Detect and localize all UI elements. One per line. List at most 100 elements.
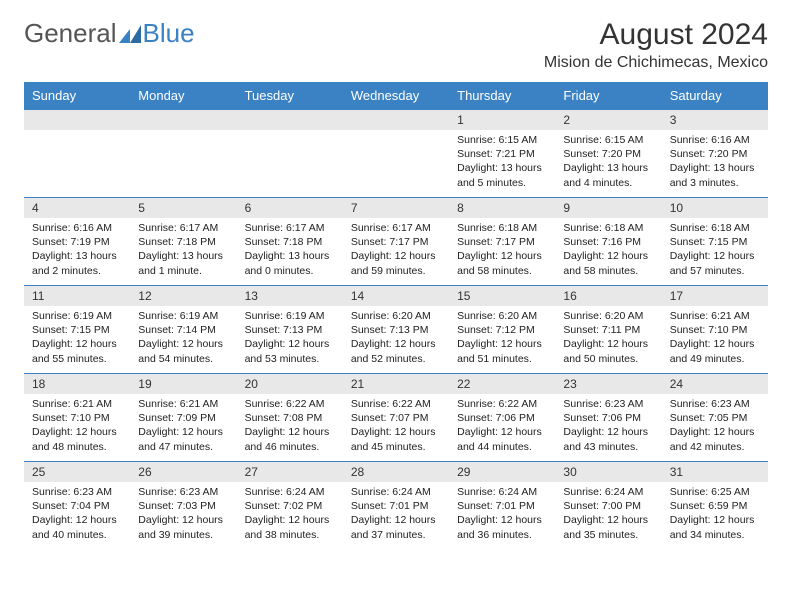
day-number: 3 (662, 110, 768, 130)
calendar-cell: 2Sunrise: 6:15 AMSunset: 7:20 PMDaylight… (555, 110, 661, 198)
day-details: Sunrise: 6:22 AMSunset: 7:07 PMDaylight:… (343, 394, 449, 458)
day-details: Sunrise: 6:18 AMSunset: 7:15 PMDaylight:… (662, 218, 768, 282)
sunset-text: Sunset: 7:09 PM (138, 411, 228, 425)
dayname-row: Sunday Monday Tuesday Wednesday Thursday… (24, 82, 768, 110)
header: General Blue August 2024 Mision de Chich… (24, 18, 768, 72)
sunrise-text: Sunrise: 6:24 AM (563, 485, 653, 499)
day-number: 21 (343, 374, 449, 394)
sunrise-text: Sunrise: 6:24 AM (457, 485, 547, 499)
calendar-cell: 28Sunrise: 6:24 AMSunset: 7:01 PMDayligh… (343, 462, 449, 550)
sunrise-text: Sunrise: 6:20 AM (351, 309, 441, 323)
day-details: Sunrise: 6:22 AMSunset: 7:08 PMDaylight:… (237, 394, 343, 458)
calendar-cell: 29Sunrise: 6:24 AMSunset: 7:01 PMDayligh… (449, 462, 555, 550)
dayname-sat: Saturday (662, 82, 768, 110)
daylight-text: Daylight: 12 hours and 47 minutes. (138, 425, 228, 453)
daylight-text: Daylight: 12 hours and 48 minutes. (32, 425, 122, 453)
day-details: Sunrise: 6:15 AMSunset: 7:20 PMDaylight:… (555, 130, 661, 194)
sunset-text: Sunset: 7:18 PM (245, 235, 335, 249)
day-details: Sunrise: 6:24 AMSunset: 7:01 PMDaylight:… (449, 482, 555, 546)
sunrise-text: Sunrise: 6:18 AM (670, 221, 760, 235)
day-number: 23 (555, 374, 661, 394)
sunrise-text: Sunrise: 6:20 AM (457, 309, 547, 323)
day-number-empty (130, 110, 236, 130)
calendar-cell: 22Sunrise: 6:22 AMSunset: 7:06 PMDayligh… (449, 374, 555, 462)
day-details: Sunrise: 6:23 AMSunset: 7:05 PMDaylight:… (662, 394, 768, 458)
dayname-wed: Wednesday (343, 82, 449, 110)
sunrise-text: Sunrise: 6:18 AM (457, 221, 547, 235)
sunset-text: Sunset: 7:17 PM (457, 235, 547, 249)
day-details: Sunrise: 6:20 AMSunset: 7:13 PMDaylight:… (343, 306, 449, 370)
sunrise-text: Sunrise: 6:19 AM (138, 309, 228, 323)
day-number: 19 (130, 374, 236, 394)
sunrise-text: Sunrise: 6:16 AM (32, 221, 122, 235)
sunset-text: Sunset: 7:01 PM (351, 499, 441, 513)
daylight-text: Daylight: 12 hours and 45 minutes. (351, 425, 441, 453)
day-details: Sunrise: 6:19 AMSunset: 7:13 PMDaylight:… (237, 306, 343, 370)
sunrise-text: Sunrise: 6:23 AM (670, 397, 760, 411)
calendar-week: 11Sunrise: 6:19 AMSunset: 7:15 PMDayligh… (24, 286, 768, 374)
day-details: Sunrise: 6:18 AMSunset: 7:16 PMDaylight:… (555, 218, 661, 282)
day-details: Sunrise: 6:16 AMSunset: 7:19 PMDaylight:… (24, 218, 130, 282)
day-details: Sunrise: 6:20 AMSunset: 7:11 PMDaylight:… (555, 306, 661, 370)
day-number: 2 (555, 110, 661, 130)
day-details: Sunrise: 6:25 AMSunset: 6:59 PMDaylight:… (662, 482, 768, 546)
title-block: August 2024 Mision de Chichimecas, Mexic… (544, 18, 768, 72)
day-number: 25 (24, 462, 130, 482)
day-details: Sunrise: 6:24 AMSunset: 7:02 PMDaylight:… (237, 482, 343, 546)
dayname-mon: Monday (130, 82, 236, 110)
sunrise-text: Sunrise: 6:17 AM (245, 221, 335, 235)
daylight-text: Daylight: 13 hours and 0 minutes. (245, 249, 335, 277)
sunset-text: Sunset: 7:01 PM (457, 499, 547, 513)
calendar-cell: 31Sunrise: 6:25 AMSunset: 6:59 PMDayligh… (662, 462, 768, 550)
calendar-cell: 18Sunrise: 6:21 AMSunset: 7:10 PMDayligh… (24, 374, 130, 462)
day-number: 5 (130, 198, 236, 218)
daylight-text: Daylight: 13 hours and 2 minutes. (32, 249, 122, 277)
calendar-cell: 6Sunrise: 6:17 AMSunset: 7:18 PMDaylight… (237, 198, 343, 286)
day-number: 30 (555, 462, 661, 482)
sunrise-text: Sunrise: 6:22 AM (245, 397, 335, 411)
sunset-text: Sunset: 7:02 PM (245, 499, 335, 513)
day-number: 29 (449, 462, 555, 482)
calendar-cell (130, 110, 236, 198)
daylight-text: Daylight: 13 hours and 5 minutes. (457, 161, 547, 189)
daylight-text: Daylight: 13 hours and 3 minutes. (670, 161, 760, 189)
calendar-cell: 5Sunrise: 6:17 AMSunset: 7:18 PMDaylight… (130, 198, 236, 286)
sunset-text: Sunset: 7:05 PM (670, 411, 760, 425)
sunrise-text: Sunrise: 6:25 AM (670, 485, 760, 499)
day-details: Sunrise: 6:16 AMSunset: 7:20 PMDaylight:… (662, 130, 768, 194)
calendar-cell: 3Sunrise: 6:16 AMSunset: 7:20 PMDaylight… (662, 110, 768, 198)
day-number-empty (237, 110, 343, 130)
sunrise-text: Sunrise: 6:23 AM (32, 485, 122, 499)
daylight-text: Daylight: 12 hours and 36 minutes. (457, 513, 547, 541)
sunset-text: Sunset: 7:10 PM (32, 411, 122, 425)
calendar-cell (343, 110, 449, 198)
sunset-text: Sunset: 7:03 PM (138, 499, 228, 513)
sunset-text: Sunset: 7:07 PM (351, 411, 441, 425)
calendar-cell: 12Sunrise: 6:19 AMSunset: 7:14 PMDayligh… (130, 286, 236, 374)
day-number: 9 (555, 198, 661, 218)
sunset-text: Sunset: 7:00 PM (563, 499, 653, 513)
location: Mision de Chichimecas, Mexico (544, 54, 768, 72)
calendar-cell: 9Sunrise: 6:18 AMSunset: 7:16 PMDaylight… (555, 198, 661, 286)
day-details: Sunrise: 6:24 AMSunset: 7:01 PMDaylight:… (343, 482, 449, 546)
calendar-table: Sunday Monday Tuesday Wednesday Thursday… (24, 82, 768, 550)
daylight-text: Daylight: 12 hours and 42 minutes. (670, 425, 760, 453)
day-number: 10 (662, 198, 768, 218)
sunrise-text: Sunrise: 6:17 AM (351, 221, 441, 235)
sunset-text: Sunset: 7:11 PM (563, 323, 653, 337)
daylight-text: Daylight: 12 hours and 49 minutes. (670, 337, 760, 365)
day-number-empty (343, 110, 449, 130)
sunrise-text: Sunrise: 6:19 AM (245, 309, 335, 323)
calendar-cell: 1Sunrise: 6:15 AMSunset: 7:21 PMDaylight… (449, 110, 555, 198)
day-number: 28 (343, 462, 449, 482)
sunrise-text: Sunrise: 6:19 AM (32, 309, 122, 323)
calendar-cell: 19Sunrise: 6:21 AMSunset: 7:09 PMDayligh… (130, 374, 236, 462)
daylight-text: Daylight: 13 hours and 4 minutes. (563, 161, 653, 189)
day-details: Sunrise: 6:22 AMSunset: 7:06 PMDaylight:… (449, 394, 555, 458)
daylight-text: Daylight: 12 hours and 51 minutes. (457, 337, 547, 365)
daylight-text: Daylight: 12 hours and 52 minutes. (351, 337, 441, 365)
calendar-cell: 24Sunrise: 6:23 AMSunset: 7:05 PMDayligh… (662, 374, 768, 462)
calendar-cell: 11Sunrise: 6:19 AMSunset: 7:15 PMDayligh… (24, 286, 130, 374)
day-details: Sunrise: 6:21 AMSunset: 7:09 PMDaylight:… (130, 394, 236, 458)
day-details: Sunrise: 6:21 AMSunset: 7:10 PMDaylight:… (662, 306, 768, 370)
